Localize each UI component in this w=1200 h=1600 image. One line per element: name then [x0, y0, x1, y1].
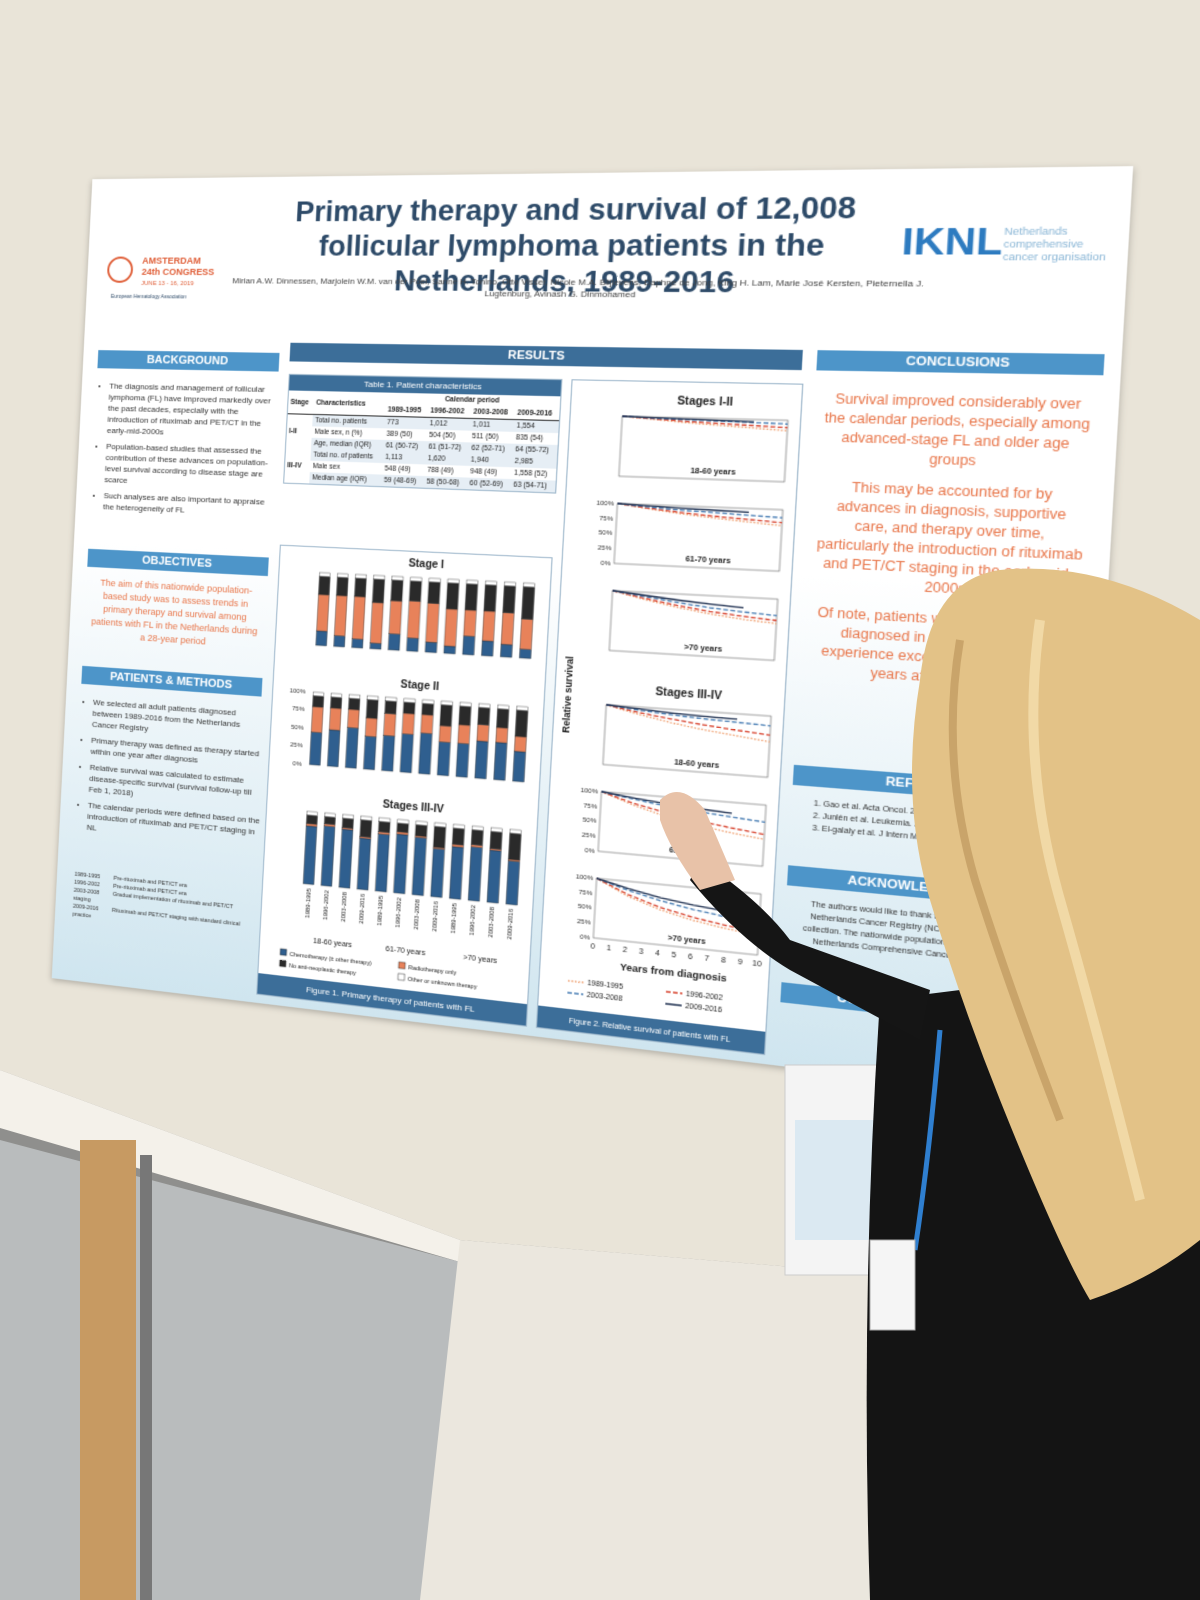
x-tick-label: 2003-2008	[341, 891, 349, 922]
x-tick-label: 2003-2008	[414, 898, 422, 930]
panel-title: Stages III-IV	[382, 799, 444, 816]
x-tick-label: 2009-2016	[432, 900, 440, 932]
x-tick-label: 10	[752, 960, 762, 969]
y-tick-label: 50%	[598, 531, 613, 538]
board-edge	[0, 1070, 460, 1262]
x-tick-label: 7	[704, 955, 709, 963]
x-tick-label: 5	[671, 951, 676, 959]
arm	[690, 860, 930, 1040]
hand	[660, 792, 735, 890]
y-tick-label: 75%	[599, 516, 614, 523]
x-tick-label: 1996-2002	[395, 897, 403, 928]
y-tick-label: 100%	[575, 874, 594, 882]
panel-label: >70 years	[684, 644, 723, 654]
hair-strand	[948, 639, 1064, 1122]
group-label: >70 years	[463, 954, 498, 965]
panel-label: 18-60 years	[690, 468, 736, 477]
y-tick-label: 25%	[582, 833, 597, 841]
x-tick-label: 1989-1995	[451, 902, 459, 934]
x-tick-label: 2	[623, 946, 628, 954]
y-axis-label: Relative survival	[560, 656, 576, 733]
y-tick-label: 50%	[582, 818, 597, 826]
y-tick-label: 0%	[600, 561, 611, 568]
wooden-post	[80, 1140, 136, 1600]
y-tick-label: 100%	[596, 500, 615, 507]
x-tick-label: 6	[688, 953, 693, 961]
y-tick-label: 0%	[580, 934, 591, 942]
congress-society: European Hematology Association	[111, 294, 187, 301]
x-tick-label: 1989-1995	[305, 887, 313, 918]
group-title: Stages I-II	[677, 395, 734, 409]
y-tick-label: 100%	[289, 688, 306, 695]
congress-dates: JUNE 13 - 16, 2019	[141, 281, 194, 287]
panel-label: >70 years	[668, 935, 706, 947]
x-tick-label: 2003-2008	[488, 906, 496, 938]
congress-logo: AMSTERDAM 24th CONGRESS JUNE 13 - 16, 20…	[100, 249, 215, 301]
y-tick-label: 0%	[292, 761, 302, 768]
panel-label: 61-70 years	[685, 556, 731, 566]
x-tick-label: 4	[655, 950, 660, 958]
group-label: 61-70 years	[385, 946, 426, 958]
x-tick-label: 3	[639, 948, 644, 956]
x-tick-label: 8	[721, 957, 726, 965]
legend-label: 1989-1995	[587, 980, 624, 992]
legend-label: Radiotherapy only	[408, 965, 457, 977]
y-tick-label: 75%	[583, 803, 598, 811]
metal-post	[140, 1155, 152, 1600]
x-tick-label: 1996-2002	[470, 905, 478, 936]
panel-title: Stage I	[408, 558, 444, 572]
congress-city: AMSTERDAM	[142, 255, 201, 265]
badge	[869, 1239, 916, 1331]
y-tick-label: 50%	[578, 904, 593, 912]
figure-1: Stage I Stage II 0% 25% 50% 75% 100% Stages III…	[256, 544, 553, 1027]
y-tick-label: 100%	[580, 788, 599, 796]
panel-title: Stage II	[400, 679, 439, 693]
legend-label: 1996-2002	[686, 991, 724, 1003]
x-tick-label: 1	[606, 945, 611, 953]
y-tick-label: 50%	[291, 725, 305, 732]
group-title: Stages III-IV	[655, 686, 723, 703]
y-tick-label: 25%	[290, 743, 304, 750]
y-tick-label: 75%	[292, 707, 306, 714]
lanyard	[912, 1029, 943, 1251]
y-tick-label: 25%	[577, 919, 592, 927]
panel-label: 18-60 years	[674, 759, 720, 770]
y-tick-label: 25%	[597, 545, 612, 552]
x-tick-label: 0	[590, 943, 595, 951]
x-tick-label: 9	[738, 958, 743, 966]
legend-label: 2003-2008	[586, 991, 623, 1003]
hair-strand	[1028, 619, 1145, 1202]
poster: AMSTERDAM 24th CONGRESS JUNE 13 - 16, 20…	[51, 166, 1134, 1102]
y-tick-label: 75%	[578, 889, 593, 897]
hair	[912, 568, 1200, 1300]
x-tick-label: 2009-2016	[507, 908, 516, 940]
y-tick-label: 0%	[585, 848, 596, 856]
group-label: 18-60 years	[313, 938, 353, 950]
x-tick-label: 1996-2002	[322, 890, 330, 920]
congress-edition: 24th CONGRESS	[141, 267, 214, 278]
x-tick-label: 2009-2016	[359, 893, 367, 924]
x-tick-label: 1989-1995	[377, 895, 385, 926]
